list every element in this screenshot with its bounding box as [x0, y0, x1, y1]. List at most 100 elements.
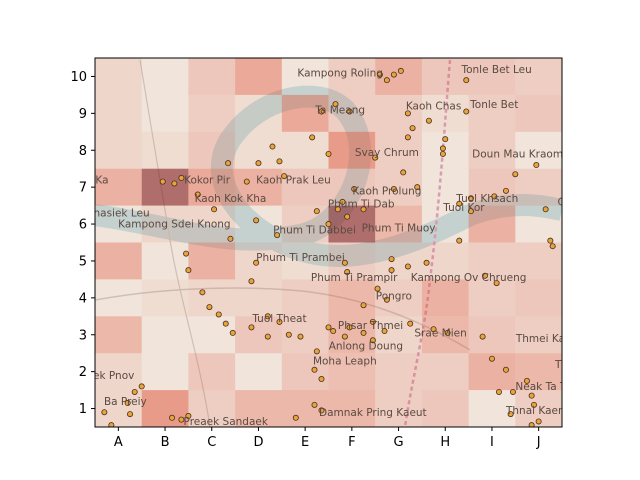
- data-point: [124, 400, 131, 407]
- data-point: [528, 422, 535, 427]
- place-label: Phsar Thmei: [338, 320, 403, 332]
- data-point: [248, 278, 255, 285]
- data-point: [169, 414, 176, 421]
- road-secondary: [139, 59, 211, 427]
- heatmap-cell: [468, 279, 516, 317]
- data-point: [463, 77, 470, 84]
- data-point: [285, 331, 292, 338]
- data-point: [346, 108, 353, 115]
- data-point: [344, 213, 351, 220]
- data-point: [346, 324, 353, 331]
- data-point: [390, 71, 397, 78]
- heatmap-cell: [235, 58, 282, 95]
- heatmap-cell: [421, 390, 469, 427]
- heatmap-cell: [328, 131, 376, 169]
- data-point: [383, 296, 390, 303]
- data-point: [183, 250, 190, 257]
- data-point: [383, 77, 390, 84]
- data-point: [481, 272, 488, 279]
- data-point: [318, 108, 325, 115]
- place-label: Thnal Kaeng: [505, 405, 571, 417]
- heatmap-cell: [421, 205, 469, 243]
- x-tick-label: C: [207, 435, 216, 450]
- y-tick-label: 1: [79, 402, 87, 417]
- data-point: [542, 206, 549, 213]
- heatmap-cell: [188, 279, 236, 317]
- data-point: [325, 221, 332, 228]
- y-tick-label: 6: [79, 218, 87, 233]
- heatmap-cell: [515, 205, 562, 243]
- data-point: [530, 401, 537, 408]
- heatmap-cell: [281, 205, 329, 243]
- data-point: [360, 329, 367, 336]
- x-tick-label: B: [161, 435, 170, 450]
- heatmap-cell: [421, 94, 469, 132]
- place-label: Svay Chrum: [355, 147, 419, 159]
- heatmap-cell: [141, 94, 189, 132]
- heatmap-cell: [375, 168, 422, 206]
- data-point: [407, 320, 414, 327]
- place-label: Phum Ti Dab: [328, 198, 395, 210]
- data-point: [325, 324, 332, 331]
- heatmap-cell: [468, 316, 516, 354]
- heatmap-cell: [515, 58, 562, 95]
- heatmap-cell: [188, 58, 236, 95]
- place-label: Preaek Sandaek: [184, 416, 269, 428]
- place-label: Chr: [558, 197, 577, 209]
- place-label: Kampong Ov Chrueng: [411, 272, 527, 284]
- data-point: [276, 318, 283, 325]
- y-tick-label: 3: [79, 328, 87, 343]
- data-point: [253, 259, 260, 266]
- heatmap-cell: [515, 131, 562, 169]
- place-label: Tonle Bet Leu: [460, 64, 531, 76]
- heatmap-cell: [421, 58, 469, 95]
- data-point: [264, 313, 271, 320]
- data-point: [227, 235, 234, 242]
- y-tick-label: 4: [79, 291, 87, 306]
- heatmap-cell: [235, 390, 282, 427]
- data-point: [138, 383, 145, 390]
- data-point: [185, 412, 192, 419]
- axes-frame: [94, 57, 563, 428]
- data-point: [341, 259, 348, 266]
- heatmap-cell: [188, 205, 236, 243]
- place-label: Neak Ta Tvear: [515, 381, 590, 393]
- data-point: [297, 333, 304, 340]
- heatmap-cell: [468, 58, 516, 95]
- data-point: [456, 237, 463, 244]
- data-point: [215, 311, 222, 318]
- x-tick-label: I: [490, 435, 494, 450]
- heatmap-cell: [95, 353, 142, 391]
- data-point: [313, 208, 320, 215]
- data-point: [502, 366, 509, 373]
- heatmap-cell: [188, 168, 236, 206]
- data-point: [444, 329, 451, 336]
- heatmap-cell: [515, 279, 562, 317]
- heatmap-cell: [515, 353, 562, 391]
- data-point: [409, 125, 416, 132]
- data-point: [374, 285, 381, 292]
- heatmap-cell: [95, 58, 142, 95]
- data-point: [430, 326, 437, 333]
- place-label: Srae Mien: [414, 328, 466, 340]
- place-label: Phum Ti Prambei: [256, 252, 345, 264]
- place-label: Ba Preiy: [104, 396, 147, 408]
- data-point: [225, 160, 232, 167]
- heatmap-cell: [235, 316, 282, 354]
- heatmap-cell: [281, 279, 329, 317]
- y-tick-label: 8: [79, 144, 87, 159]
- heatmap-cell: [141, 279, 189, 317]
- place-label: Ta Meang: [314, 104, 365, 116]
- heatmap-cells: [95, 58, 562, 427]
- data-point: [388, 256, 395, 263]
- heatmap-cell: [375, 353, 422, 391]
- heatmap-cell: [375, 279, 422, 317]
- data-point: [404, 110, 411, 117]
- place-label: Tuol Kor: [442, 202, 485, 214]
- heatmap-cell: [141, 168, 189, 206]
- basemap-features: [95, 59, 562, 427]
- place-label: Ka: [95, 174, 108, 186]
- heatmap-cell: [141, 316, 189, 354]
- place-label: Phum Ti Prampir: [311, 272, 398, 284]
- heatmap-cell: [468, 205, 516, 243]
